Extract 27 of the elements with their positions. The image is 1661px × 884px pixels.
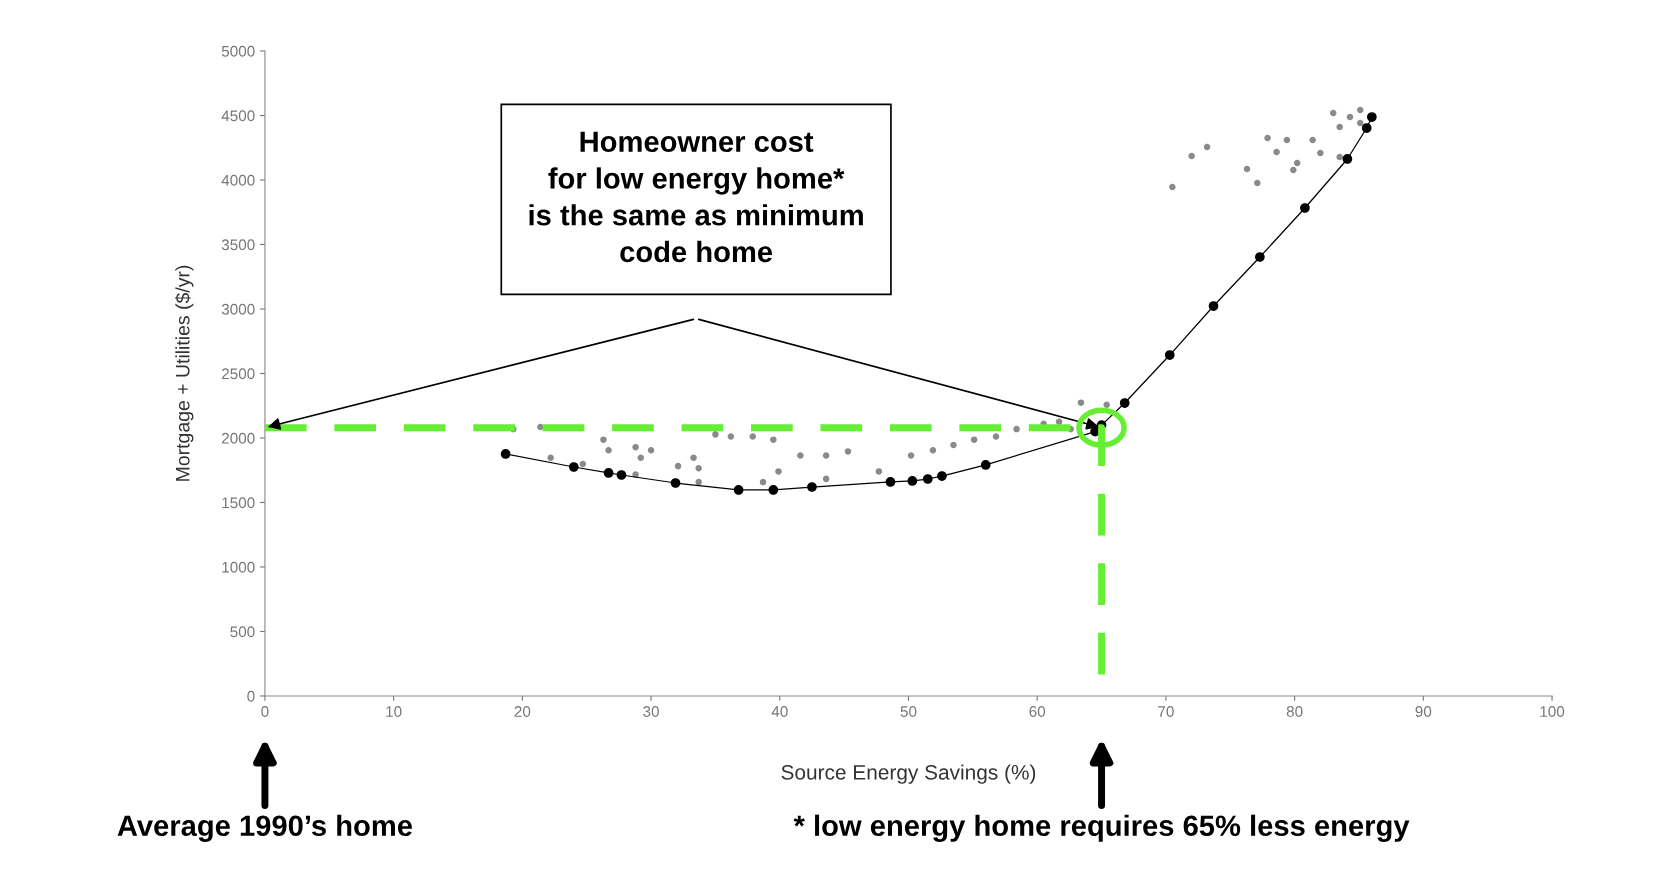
y-tick-label: 5000 — [221, 45, 255, 57]
x-tick-label: 60 — [1029, 706, 1046, 717]
y-tick-label: 1000 — [222, 561, 255, 573]
x-tick-label: 40 — [771, 706, 788, 717]
x-axis-title: Source Energy Savings (%) — [781, 764, 1036, 784]
x-tick-label: 10 — [386, 706, 402, 717]
x-tick-label: 50 — [900, 706, 917, 717]
x-tick-label: 20 — [514, 706, 531, 717]
annotation: Homeowner cost for low energy home* is the same as minimum code home — [529, 131, 863, 263]
y-tick-label: 500 — [230, 626, 255, 638]
y-tick-label: 4000 — [221, 174, 255, 186]
y-tick-label: 1500 — [222, 497, 255, 509]
y-tick-label: 4500 — [221, 110, 255, 122]
x-tick-label: 90 — [1415, 706, 1432, 717]
y-tick-label: 0 — [247, 690, 255, 702]
y-tick-label: 2000 — [221, 432, 255, 444]
x-tick-label: 70 — [1158, 706, 1174, 717]
x-tick-label: 100 — [1540, 706, 1565, 717]
x-tick-label: 80 — [1286, 706, 1303, 717]
y-tick-label: 2500 — [221, 368, 255, 380]
text: * low energy home requires 65% less energy — [793, 814, 1410, 842]
text: Average 1990’s home — [117, 814, 413, 842]
x-tick-label: 30 — [643, 706, 659, 717]
y-tick-label: 3000 — [221, 303, 255, 315]
x-tick-label: 0 — [261, 706, 269, 717]
y-tick-label: 3500 — [221, 239, 255, 251]
y-axis-title: Mortgage + Utilities ($/yr) — [175, 265, 194, 481]
